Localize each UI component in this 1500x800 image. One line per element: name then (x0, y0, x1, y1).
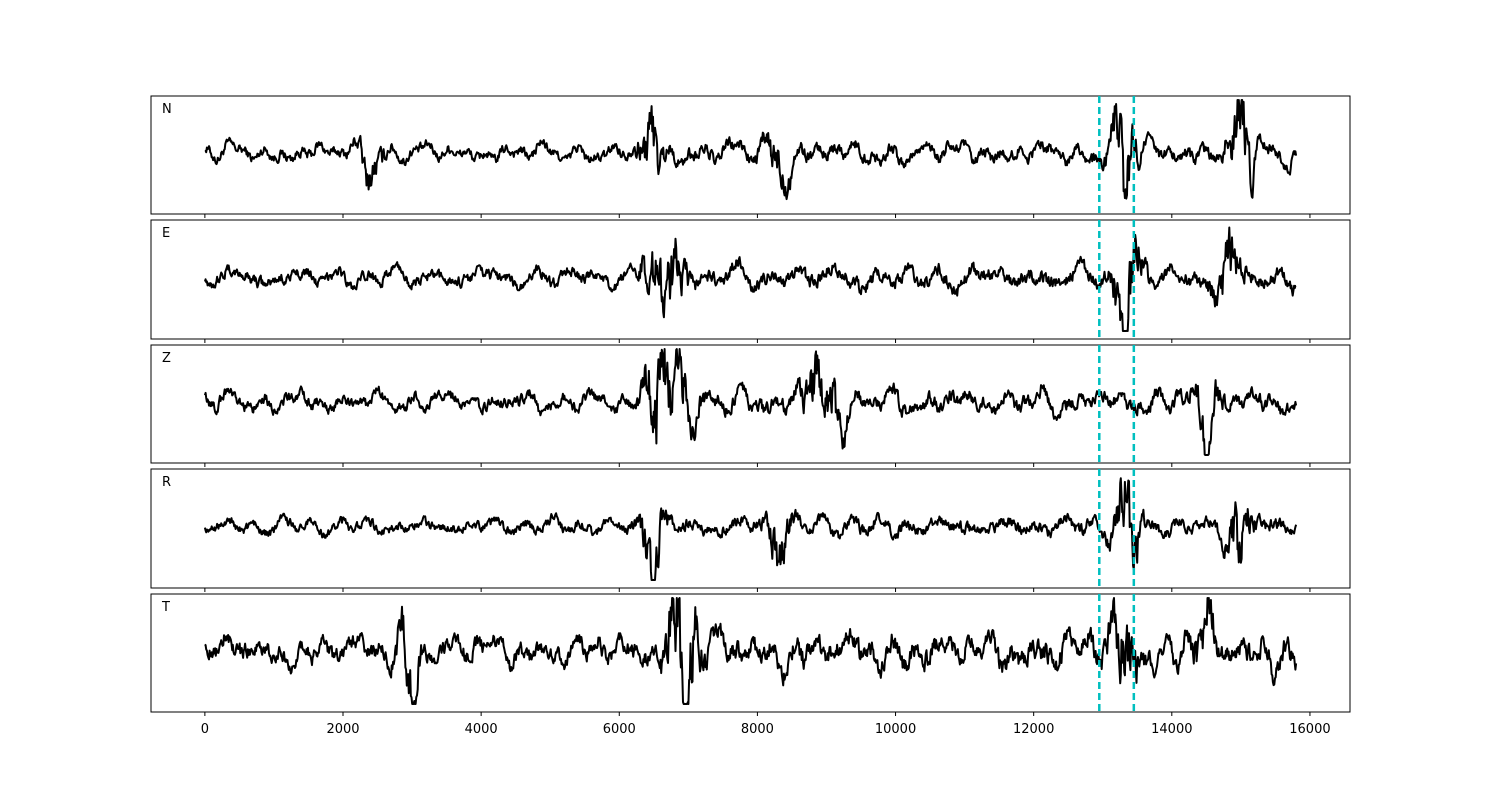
panel-e: E (150, 219, 1351, 343)
trace-z (203, 348, 1298, 456)
x-tick-label: 16000 (1289, 722, 1330, 737)
panel-t: T (150, 593, 1351, 716)
x-tick-label: 12000 (1013, 722, 1054, 737)
trace-n (204, 99, 1298, 201)
x-tick-label: 4000 (465, 722, 498, 737)
panel-frame (150, 344, 1351, 464)
trace-r (203, 477, 1298, 581)
panel-label: Z (162, 351, 171, 366)
panel-label: T (161, 600, 170, 615)
trace-e (203, 226, 1297, 332)
panel-z: Z (150, 344, 1351, 467)
panel-n: N (150, 95, 1351, 218)
x-tick-label: 10000 (875, 722, 916, 737)
x-tick-label: 14000 (1151, 722, 1192, 737)
x-tick-label: 0 (201, 722, 209, 737)
panel-label: E (162, 226, 170, 241)
trace-t (204, 597, 1298, 705)
panel-label: R (162, 475, 171, 490)
panel-frame (150, 95, 1351, 215)
x-tick-label: 8000 (741, 722, 774, 737)
x-tick-label: 2000 (326, 722, 359, 737)
x-tick-label: 6000 (603, 722, 636, 737)
panel-r: R (150, 468, 1351, 592)
panel-label: N (162, 102, 172, 117)
